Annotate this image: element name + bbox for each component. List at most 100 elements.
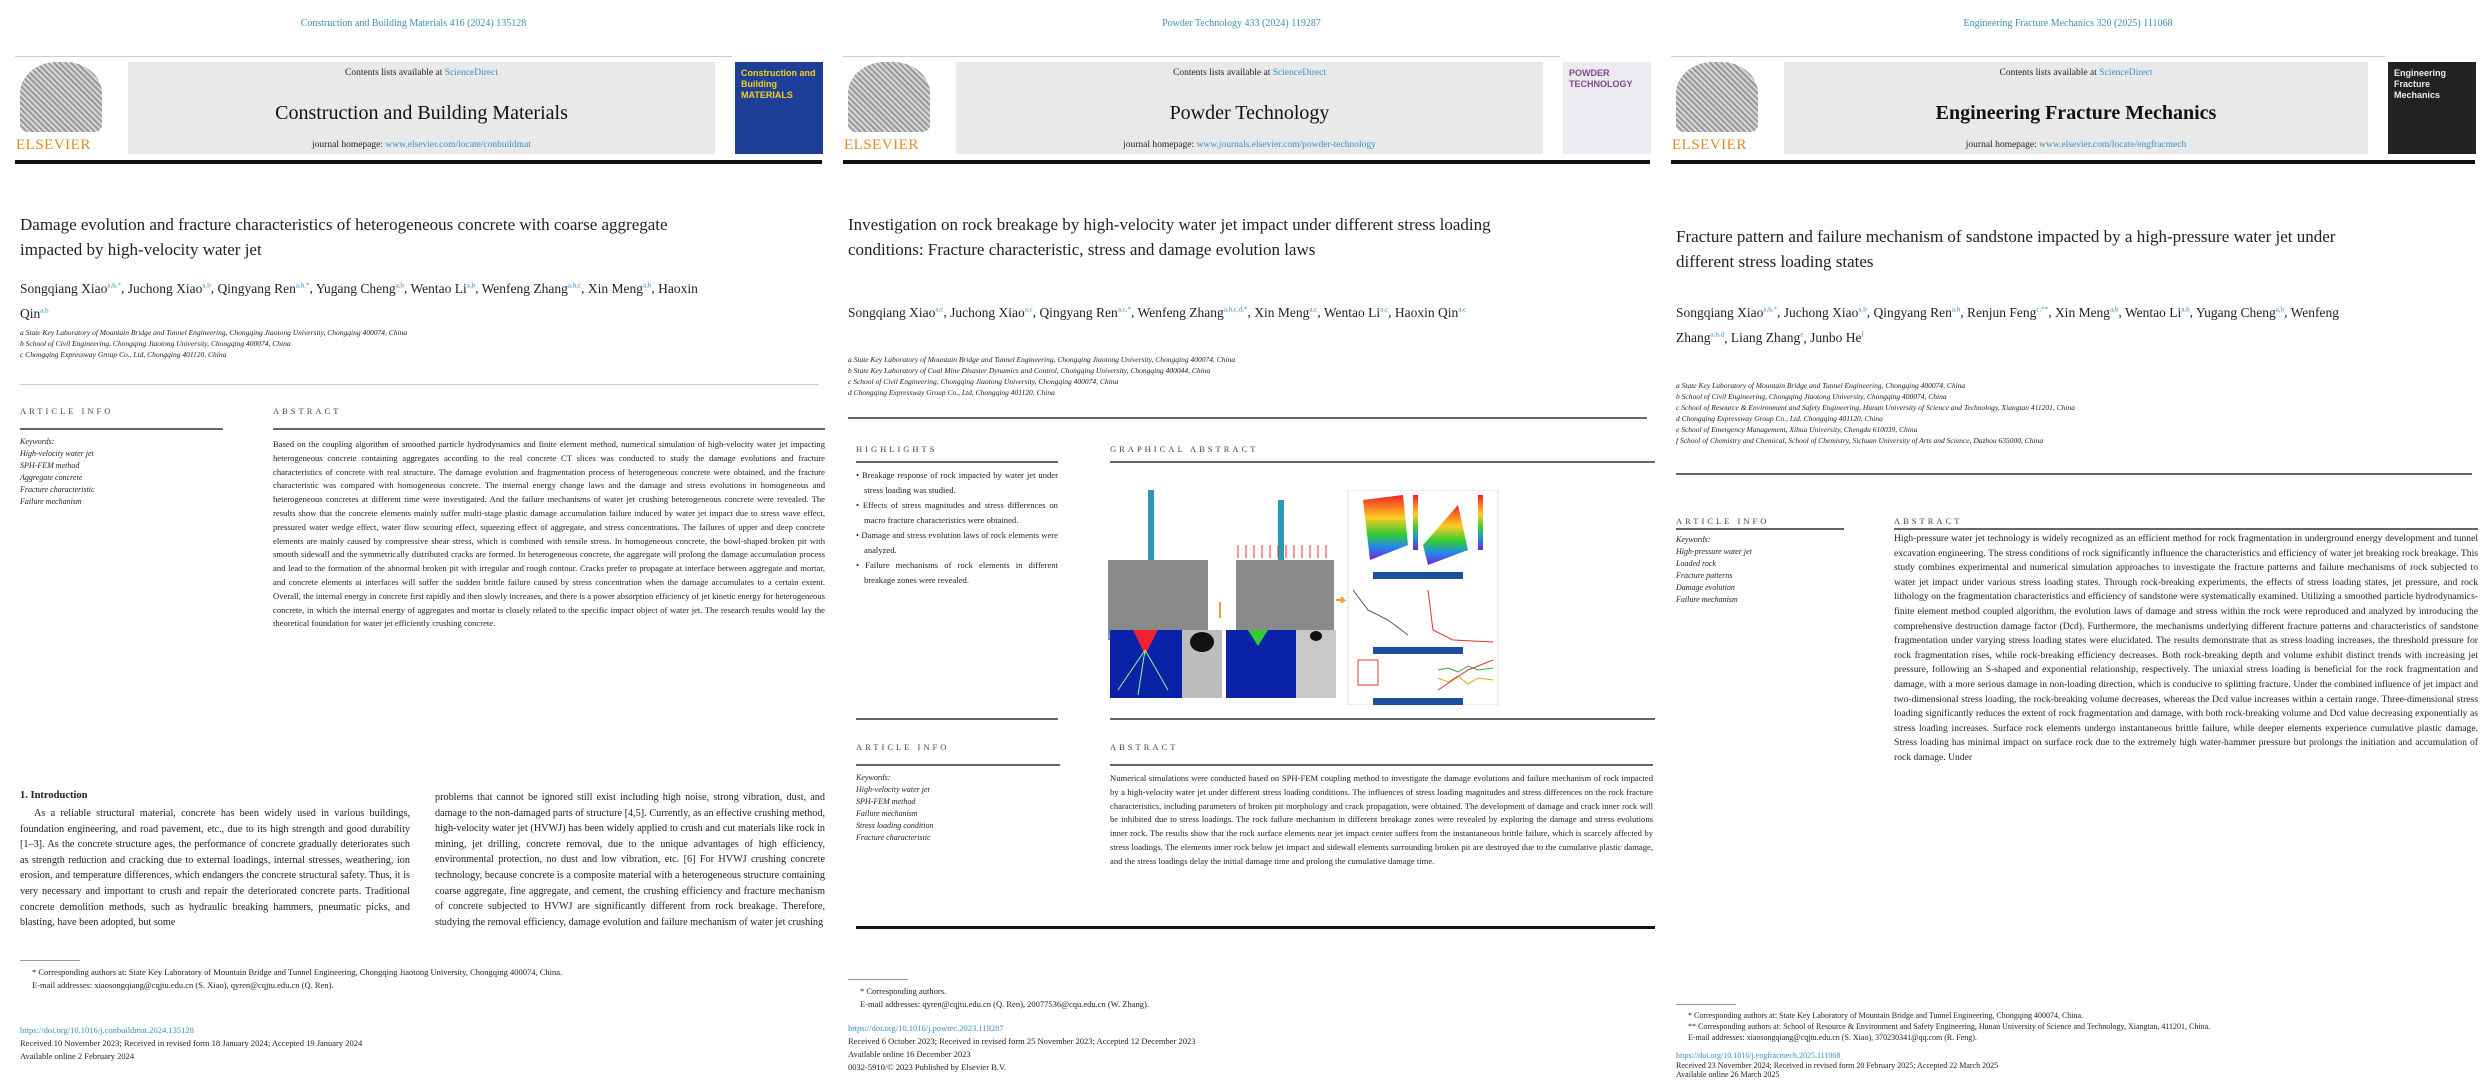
author[interactable]: Wenfeng Zhanga,b,d [1676,304,2339,346]
affiliation: d Chongqing Expressway Group Co., Ltd, C… [1676,414,1883,423]
divider [1110,764,1653,766]
journal-homepage-link[interactable]: www.elsevier.com/locate/conbuildmat [385,140,531,150]
contents-label: Contents lists available at [1172,68,1273,78]
author[interactable]: Xin Menga,b [587,280,652,296]
affiliation: a State Key Laboratory of Mountain Bridg… [1676,381,1966,390]
author[interactable]: Qingyang Rena,c,* [1039,304,1132,320]
section-heading: 1. Introduction [20,790,88,801]
author[interactable]: Juchong Xiaoa,b [1783,304,1867,320]
keyword: Loaded rock [1676,559,1716,568]
highlights-heading: HIGHLIGHTS [856,444,938,454]
abstract-text: Based on the coupling algorithm of smoot… [273,439,825,629]
author[interactable]: Wentao Lia,b [410,280,476,296]
abstract-heading: ABSTRACT [273,406,342,416]
divider [856,764,1060,766]
footnote-rule [20,960,80,961]
divider [1671,56,2385,57]
paper-title: Fracture pattern and failure mechanism o… [1676,227,2336,271]
affiliations: a State Key Laboratory of Mountain Bridg… [848,354,1475,398]
author[interactable]: Liang Zhange [1730,330,1804,345]
paper-title: Damage evolution and fracture characteri… [20,215,668,259]
author[interactable]: Wenfeng Zhanga,b,c,d,* [1137,304,1248,320]
affiliations: a State Key Laboratory of Mountain Bridg… [20,327,647,360]
author[interactable]: Wenfeng Zhanga,b,c [481,280,582,296]
divider [1110,718,1655,720]
highlights-list: • Breakage response of rock impacted by … [856,468,1058,588]
author[interactable]: Juchong Xiaoa,c [950,304,1033,320]
author-list: Songqiang Xiaoa,b,*, Juchong Xiaoa,b, Qi… [20,280,698,322]
author[interactable]: Yugang Chenga,b [2195,304,2285,320]
keyword: Damage evolution [1676,583,1735,592]
keyword: Aggregate concrete [20,473,83,482]
author[interactable]: Juchong Xiaoa,b [127,280,211,296]
abstract-heading: ABSTRACT [1894,516,1963,526]
affiliation: f School of Chemistry and Chemical, Scho… [1676,436,2044,445]
author[interactable]: Haoxin Qina,b [20,280,698,322]
divider [20,428,223,430]
author[interactable]: Qingyang Rena,b,* [217,280,310,296]
dates: Available online 16 December 2023 [848,1049,971,1059]
abstract-heading: ABSTRACT [1110,742,1179,752]
keyword: Fracture patterns [1676,571,1733,580]
journal-banner: Contents lists available at ScienceDirec… [956,62,1543,154]
contents-label: Contents lists available at [344,68,445,78]
doi-link[interactable]: https://doi.org/10.1016/j.engfracmech.20… [1676,1051,1841,1060]
divider [20,384,819,385]
footnote: E-mail addresses: xiaosongqiang@cqjtu.ed… [32,980,334,990]
publication-info: https://doi.org/10.1016/j.powtec.2023.11… [848,1022,1635,1074]
keyword: Failure mechanism [856,809,918,818]
author[interactable]: Xin Menga,b [2054,304,2119,320]
abstract-text: Numerical simulations were conducted bas… [1110,773,1653,866]
sciencedirect-link[interactable]: ScienceDirect [444,68,498,78]
journal-cover-icon: POWDER TECHNOLOGY [1563,62,1651,154]
affiliation: b School of Civil Engineering, Chongqing… [1676,392,1947,401]
doi-link[interactable]: https://doi.org/10.1016/j.conbuildmat.20… [20,1025,194,1035]
journal-homepage-link[interactable]: www.journals.elsevier.com/powder-technol… [1196,140,1376,150]
keyword: SPH-FEM method [856,797,916,806]
affiliation: a State Key Laboratory of Mountain Bridg… [20,328,408,337]
author[interactable]: Haoxin Qina,c [1394,304,1467,320]
author[interactable]: Songqiang Xiaoa,b,* [1676,304,1777,320]
footnote: ** Corresponding authors at: School of R… [1688,1022,2211,1031]
keyword: SPH-FEM method [20,461,80,470]
affiliations: a State Key Laboratory of Mountain Bridg… [1676,380,2300,446]
journal-name: Powder Technology [1169,102,1330,124]
homepage-label: journal homepage: [1123,140,1197,150]
highlight-item: • Effects of stress magnitudes and stres… [856,500,1058,525]
footnote: * Corresponding authors at: State Key La… [32,967,563,977]
running-head[interactable]: Powder Technology 433 (2024) 119287 [1162,18,1321,29]
divider [15,56,732,57]
author[interactable]: Renjun Fengc,** [1966,304,2049,320]
keyword: Stress loading condition [856,821,934,830]
doi-link[interactable]: https://doi.org/10.1016/j.powtec.2023.11… [848,1023,1004,1033]
elsevier-tree-logo-icon: ELSEVIER [1668,62,1763,154]
affiliation: c Chongqing Expressway Group Co., Ltd, C… [20,350,227,359]
sciencedirect-link[interactable]: ScienceDirect [2099,68,2153,78]
keyword: High-velocity water jet [856,785,930,794]
sciencedirect-link[interactable]: ScienceDirect [1272,68,1326,78]
author[interactable]: Songqiang Xiaoa,b,* [20,280,121,296]
graphical-abstract-heading: GRAPHICAL ABSTRACT [1110,444,1259,454]
author-list: Songqiang Xiaoa,c, Juchong Xiaoa,c, Qing… [848,304,1467,320]
author[interactable]: Qingyang Rena,b [1873,304,1961,320]
publication-info: https://doi.org/10.1016/j.engfracmech.20… [1676,1051,2460,1080]
divider [856,461,1058,463]
article-info-heading: ARTICLE INFO [856,742,950,752]
author[interactable]: Wentao Lia,b [2124,304,2190,320]
keywords: Keywords: High-velocity water jet SPH-FEM … [856,772,1036,844]
keyword: Failure mechanism [20,497,82,506]
journal-homepage-link[interactable]: www.elsevier.com/locate/engfracmech [2039,140,2187,150]
author[interactable]: Songqiang Xiaoa,c [848,304,944,320]
author[interactable]: Junbo Hef [1810,330,1864,345]
author[interactable]: Wentao Lia,c [1323,304,1389,320]
dates: Available online 26 March 2025 [1676,1070,1780,1079]
header-rule [843,160,1650,164]
paper-page: Construction and Building Materials 416 … [0,0,827,1079]
author[interactable]: Xin Menga,c [1254,304,1318,320]
author[interactable]: Yugang Chenga,b [315,280,404,296]
running-head[interactable]: Engineering Fracture Mechanics 320 (2025… [1963,18,2173,29]
journal-name: Construction and Building Materials [275,102,568,124]
paper-page: Engineering Fracture Mechanics 320 (2025… [1656,0,2480,1079]
contents-label: Contents lists available at [1999,68,2100,78]
running-head[interactable]: Construction and Building Materials 416 … [300,18,527,29]
